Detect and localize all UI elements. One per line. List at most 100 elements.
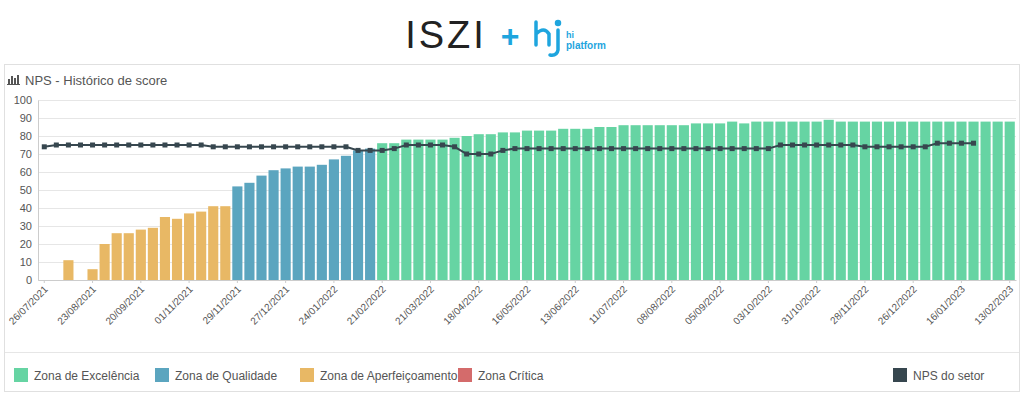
line-marker [838, 143, 843, 148]
x-tick: 26/07/2021 [7, 280, 50, 327]
x-tick-label: 28/11/2022 [828, 283, 871, 326]
x-tick: 13/02/2023 [972, 280, 1015, 327]
bar [401, 140, 411, 280]
line-marker [742, 146, 747, 151]
y-tick: 10 [20, 256, 38, 268]
line-marker [681, 146, 686, 151]
line-marker [114, 143, 119, 148]
bar [377, 143, 387, 280]
line-marker [331, 144, 336, 149]
line-marker [500, 148, 505, 153]
bar [269, 170, 279, 280]
x-tick: 24/01/2022 [296, 280, 339, 327]
bar [486, 134, 496, 280]
x-tick-mark [623, 280, 624, 283]
legend-item: Zona Crítica [458, 368, 544, 383]
x-tick-label: 21/02/2022 [345, 283, 388, 326]
x-tick-label: 13/06/2022 [538, 283, 581, 326]
x-tick-label: 05/09/2022 [683, 283, 726, 326]
bar [124, 233, 134, 280]
bar [389, 143, 399, 280]
x-tick-label: 26/12/2022 [876, 283, 919, 326]
bar [691, 123, 701, 280]
x-tick: 13/06/2022 [538, 280, 581, 327]
line-marker [935, 141, 940, 146]
line-marker [862, 144, 867, 149]
title-icon-bar [14, 78, 16, 84]
line-marker [392, 146, 397, 151]
bar [956, 122, 966, 280]
line-marker [850, 143, 855, 148]
bar [172, 219, 182, 280]
x-tick-mark [382, 280, 383, 283]
line-marker [766, 146, 771, 151]
bar [944, 122, 954, 280]
legend-label: Zona de Excelência [34, 369, 140, 383]
line-marker [645, 146, 650, 151]
chart-title: NPS - Histórico de score [25, 73, 167, 88]
line-marker [573, 146, 578, 151]
logo-mark [536, 22, 560, 56]
line-marker [175, 143, 180, 148]
y-tick-label: 70 [20, 148, 32, 160]
panel [5, 65, 1020, 392]
logo-left: ISZI [405, 14, 487, 56]
line-marker [718, 146, 723, 151]
legend-swatch [14, 368, 28, 382]
line-marker [959, 141, 964, 146]
line-marker [319, 144, 324, 149]
legend-swatch [155, 368, 169, 382]
x-tick-mark [237, 280, 238, 283]
title-icon-base [7, 84, 20, 85]
line-marker [633, 146, 638, 151]
bar [293, 167, 303, 280]
y-tick-label: 80 [20, 130, 32, 142]
bar [148, 228, 158, 280]
y-tick-label: 10 [20, 256, 32, 268]
line-series [42, 141, 976, 157]
bar [993, 122, 1003, 280]
x-tick: 20/09/2021 [103, 280, 146, 327]
x-tick-label: 27/12/2021 [248, 283, 291, 326]
y-tick-label: 20 [20, 238, 32, 250]
line-marker [126, 143, 131, 148]
bar [522, 131, 532, 280]
bar [365, 149, 375, 280]
x-tick-label: 08/08/2022 [634, 283, 677, 326]
plot-area [42, 120, 1015, 280]
x-tick-mark [140, 280, 141, 283]
x-tick: 05/09/2022 [683, 280, 726, 327]
line-marker [90, 143, 95, 148]
line-marker [525, 146, 530, 151]
x-tick: 29/11/2021 [200, 280, 243, 326]
x-tick-mark [478, 280, 479, 283]
bar [232, 186, 242, 280]
legend-swatch [300, 368, 314, 382]
x-tick: 16/01/2023 [924, 280, 967, 327]
x-tick-mark [720, 280, 721, 283]
x-tick-label: 21/03/2022 [393, 283, 436, 326]
bar [462, 136, 472, 280]
x-tick-mark [671, 280, 672, 283]
bar [317, 165, 327, 280]
line-marker [42, 144, 47, 149]
bar [1005, 122, 1015, 280]
x-tick-mark [430, 280, 431, 283]
line-marker [102, 143, 107, 148]
bar [727, 122, 737, 280]
title-icon-bar [8, 79, 10, 84]
bar [63, 260, 73, 280]
line-marker [162, 143, 167, 148]
line-marker [971, 141, 976, 146]
y-tick: 100 [14, 94, 38, 106]
bar [329, 159, 339, 280]
y-tick: 70 [20, 148, 38, 160]
bar [751, 122, 761, 280]
line-marker [150, 143, 155, 148]
x-tick: 01/11/2021 [152, 280, 195, 326]
x-tick: 21/03/2022 [393, 280, 436, 327]
bar-series [232, 149, 375, 280]
legend-item: Zona de Excelência [14, 368, 140, 383]
y-tick-label: 0 [26, 274, 32, 286]
legend-swatch [458, 368, 472, 382]
